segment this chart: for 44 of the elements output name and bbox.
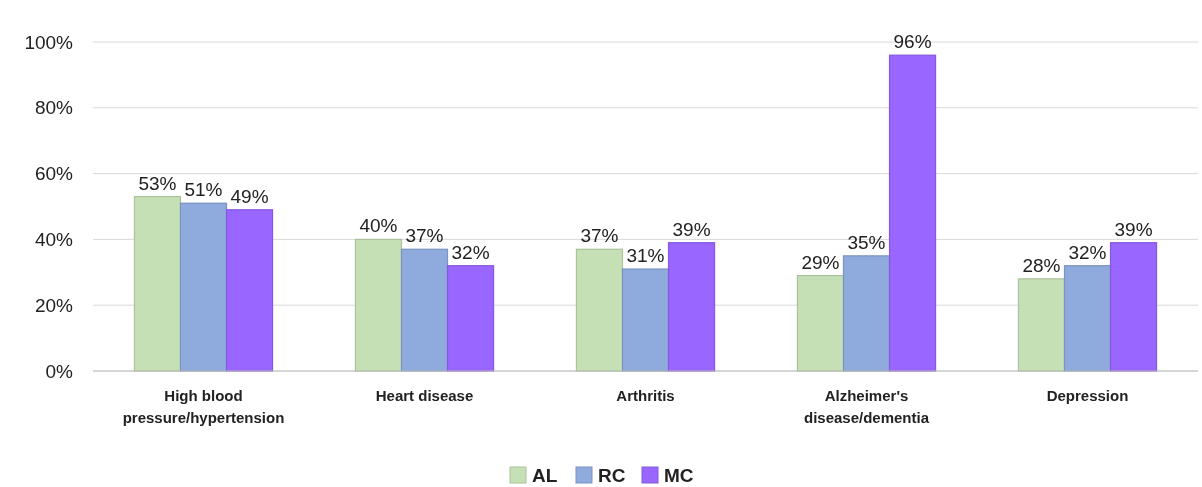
data-label: 37%: [580, 225, 619, 247]
y-tick-label: 40%: [34, 229, 74, 251]
x-tick-label: Depression: [1046, 387, 1129, 404]
bar: [796, 274, 845, 372]
bar: [354, 238, 403, 372]
legend-label: MC: [664, 464, 694, 486]
y-tick-label: 60%: [34, 163, 74, 185]
data-label: 39%: [672, 218, 711, 240]
data-label: 29%: [801, 251, 840, 273]
data-label: 39%: [1114, 218, 1153, 240]
data-label: 32%: [451, 241, 490, 263]
data-label: 49%: [230, 185, 269, 207]
y-tick-label: 0%: [45, 360, 74, 382]
y-tick-label: 80%: [34, 97, 74, 119]
data-label: 31%: [626, 245, 665, 267]
data-label: 35%: [847, 231, 886, 253]
data-label: 53%: [138, 172, 177, 194]
bar: [179, 202, 228, 372]
bar: [446, 265, 495, 372]
x-tick-label: Heart disease: [375, 387, 474, 404]
bar: [842, 255, 891, 372]
legend-label: RC: [598, 464, 626, 486]
x-tick-label: Alzheimer's disease/dementia: [803, 387, 930, 426]
bar: [621, 268, 670, 372]
y-tick-label: 20%: [34, 294, 74, 316]
bar: [133, 196, 182, 372]
bar: [1109, 242, 1158, 372]
data-label: 37%: [405, 225, 444, 247]
bar: [575, 248, 624, 372]
bar: [1063, 265, 1112, 372]
data-label: 51%: [184, 179, 223, 201]
data-label: 96%: [893, 31, 932, 53]
x-tick-label: High blood pressure/hypertension: [122, 387, 285, 426]
data-label: 28%: [1022, 254, 1061, 276]
bar: [888, 54, 937, 372]
bar: [667, 242, 716, 372]
x-tick-label: Arthritis: [616, 387, 675, 404]
y-tick-label: 100%: [24, 31, 74, 53]
bar: [225, 209, 274, 372]
data-label: 40%: [359, 215, 398, 237]
legend-label: AL: [532, 464, 558, 486]
bar: [1017, 278, 1066, 372]
bar: [400, 248, 449, 372]
data-label: 32%: [1068, 241, 1107, 263]
